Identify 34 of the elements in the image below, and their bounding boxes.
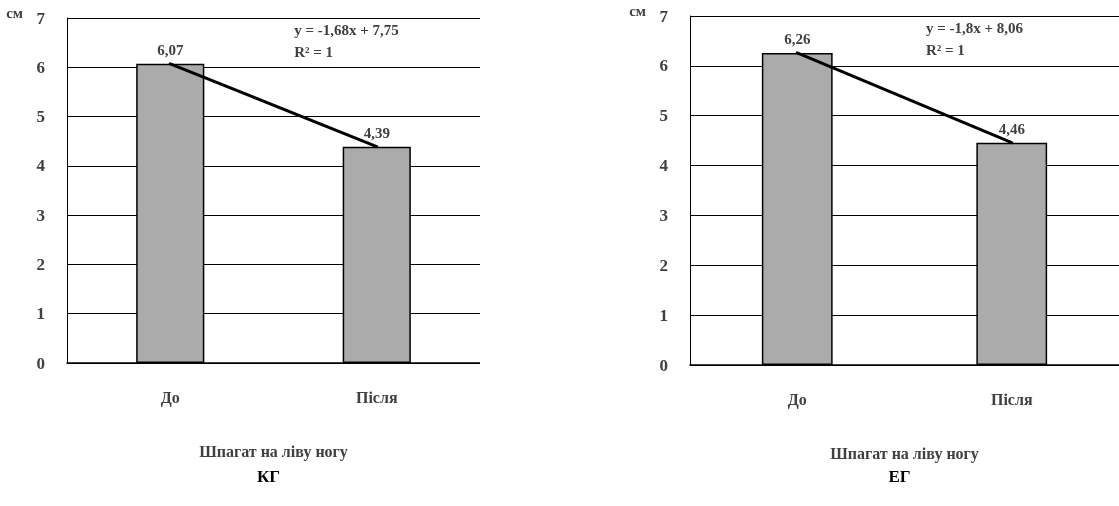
y-tick-label: 3 — [659, 205, 668, 225]
text: ЕГ — [888, 467, 911, 486]
x-axis-title: Шпагат на ліву ногу — [830, 444, 979, 463]
y-tick-label: 7 — [659, 6, 669, 26]
y-tick-label: 0 — [36, 353, 45, 373]
y-tick-label: 2 — [659, 255, 668, 275]
x-tick-label: Після — [990, 390, 1033, 408]
y-tick-label: 4 — [659, 156, 669, 176]
annotation: R² = 1 — [294, 43, 334, 60]
y-axis-title: см — [6, 4, 23, 21]
y-tick-label: 4 — [36, 156, 46, 176]
annotation: y = -1,68x + 7,75 — [294, 21, 399, 38]
x-axis-title: Шпагат на ліву ногу — [199, 442, 348, 461]
annotation: y = -1,8x + 8,06 — [925, 19, 1024, 36]
y-tick-label: 6 — [659, 56, 668, 76]
annotation: R² = 1 — [925, 41, 965, 58]
text: КГ — [256, 467, 281, 486]
y-tick-label: 1 — [36, 304, 45, 324]
data-label: 6,07 — [157, 42, 184, 59]
x-tick-label: До — [787, 390, 807, 409]
data-label: 6,26 — [784, 31, 811, 48]
y-tick-label: 3 — [36, 205, 45, 225]
x-tick-label: Після — [355, 388, 398, 406]
y-tick-label: 6 — [36, 57, 45, 77]
data-label: 4,39 — [363, 125, 390, 142]
y-tick-label: 5 — [36, 107, 45, 127]
data-label: 4,46 — [998, 121, 1026, 138]
y-tick-label: 1 — [659, 305, 668, 325]
y-tick-label: 0 — [659, 355, 668, 375]
x-tick-label: До — [160, 388, 180, 407]
y-tick-label: 2 — [36, 254, 45, 274]
y-axis-title: см — [629, 2, 646, 19]
y-tick-label: 7 — [36, 8, 46, 28]
y-tick-label: 5 — [659, 106, 668, 126]
